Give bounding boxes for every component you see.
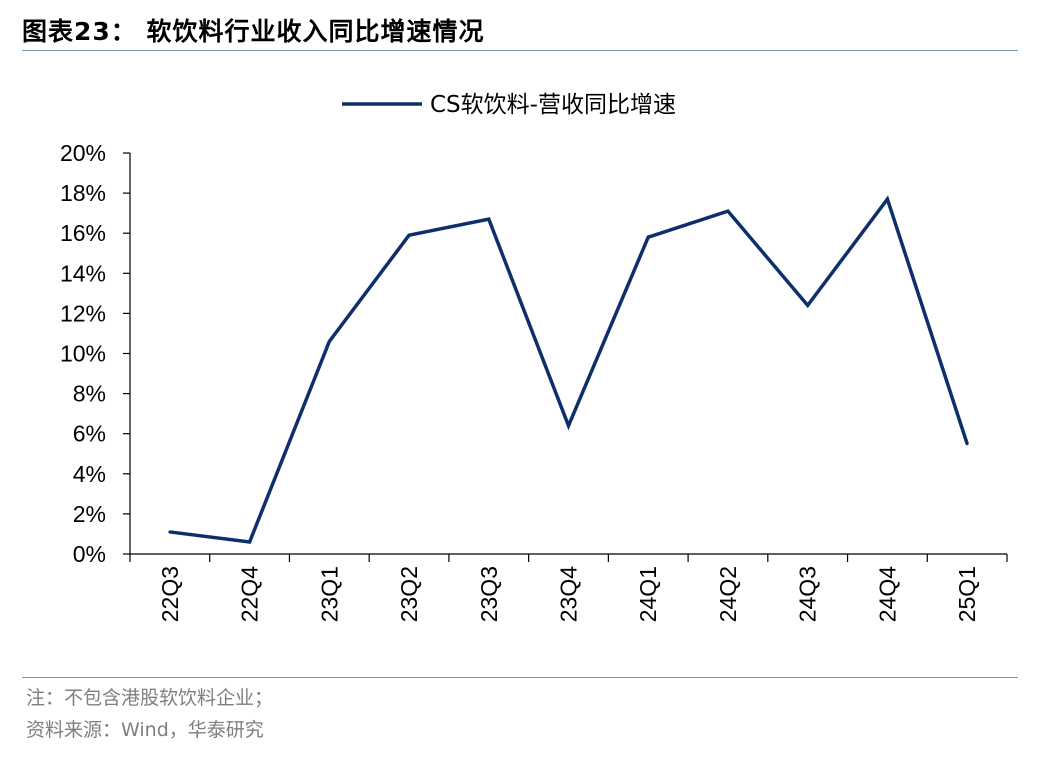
chart-area: CS软饮料-营收同比增速 0% 2% 4% 6% 8% 10% 12% 14% 16% 18% 20%… <box>0 60 1048 670</box>
data-point <box>248 540 252 544</box>
y-tick-label: 2% <box>73 501 106 527</box>
y-tick-label: 18% <box>60 180 106 206</box>
line-chart: CS软饮料-营收同比增速 0% 2% 4% 6% 8% 10% 12% 14% 16% 18% 20%… <box>60 92 1008 622</box>
figure-header: 图表23： 软饮料行业收入同比增速情况 <box>22 10 1018 51</box>
data-point <box>965 442 969 446</box>
series-line <box>169 195 969 544</box>
x-tick-label: 23Q3 <box>476 566 502 622</box>
y-tick-label: 8% <box>73 381 106 407</box>
y-tick-label: 0% <box>73 541 106 567</box>
figure-footer: 注：不包含港股软饮料企业； 资料来源：Wind，华泰研究 <box>22 677 1018 746</box>
y-tick-label: 20% <box>60 140 106 166</box>
x-tick-label: 23Q4 <box>556 566 582 622</box>
data-point <box>567 424 570 428</box>
data-point <box>646 235 650 239</box>
y-tick-label: 10% <box>60 341 106 367</box>
x-tick-label: 24Q1 <box>635 566 661 622</box>
x-tick-label: 22Q3 <box>157 566 183 622</box>
data-point <box>885 197 889 201</box>
x-tick-label: 24Q2 <box>715 566 741 622</box>
data-point <box>726 209 730 213</box>
data-point <box>407 233 411 237</box>
x-tick-label: 23Q1 <box>316 566 342 622</box>
x-tick-label: 23Q2 <box>396 566 422 622</box>
source-note: 资料来源：Wind，华泰研究 <box>26 719 264 741</box>
x-tick-label: 22Q4 <box>237 566 263 622</box>
y-tick-label: 14% <box>60 260 106 286</box>
data-point <box>487 217 491 221</box>
data-point <box>327 339 331 343</box>
footnote: 注：不包含港股软饮料企业； <box>26 687 274 709</box>
data-point <box>806 303 810 307</box>
legend-label: CS软饮料-营收同比增速 <box>430 92 676 118</box>
y-tick-label: 4% <box>73 461 106 487</box>
data-point <box>168 530 172 534</box>
x-tick-label: 24Q4 <box>874 566 900 622</box>
x-tick-label: 25Q1 <box>954 566 980 622</box>
y-tick-label: 16% <box>60 220 106 246</box>
figure-title: 图表23： 软饮料行业收入同比增速情况 <box>22 17 485 46</box>
y-tick-label: 12% <box>60 300 106 326</box>
x-tick-label: 24Q3 <box>795 566 821 622</box>
y-tick-label: 6% <box>73 421 106 447</box>
